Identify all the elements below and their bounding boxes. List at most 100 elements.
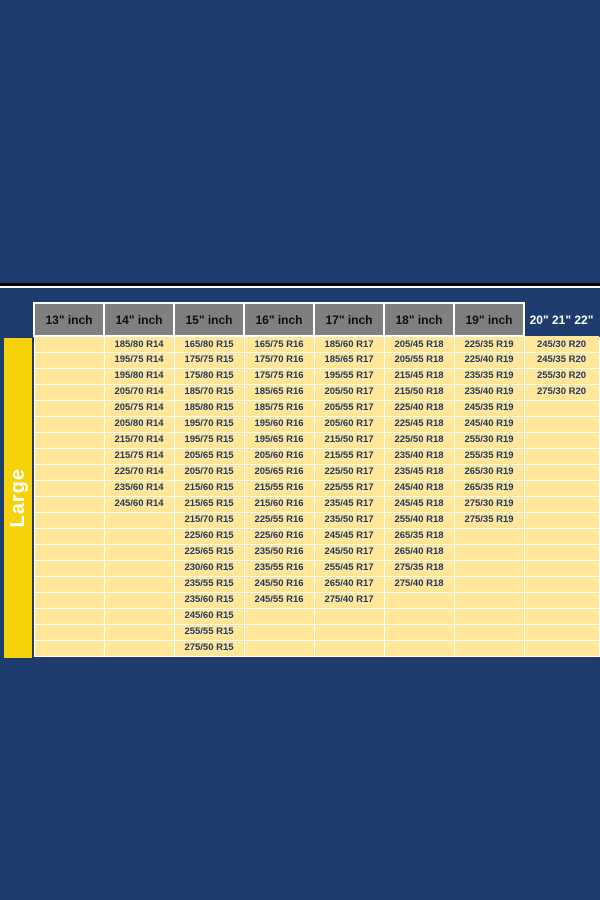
- tire-size-cell: [313, 623, 385, 641]
- tire-size-cell: 165/80 R15: [173, 335, 245, 353]
- tire-size-cell: [33, 351, 105, 369]
- table-row: 215/75 R14 205/65 R15 205/60 R16 215/55 R17…: [33, 447, 600, 465]
- tire-size-cell: 245/35 R20: [523, 351, 600, 369]
- tire-size-cell: 195/70 R15: [173, 415, 245, 433]
- tire-size-cell: 195/75 R15: [173, 431, 245, 449]
- tire-size-cell: 205/45 R18: [383, 335, 455, 353]
- tire-size-cell: 175/70 R16: [243, 351, 315, 369]
- column-header: 17" inch: [313, 302, 385, 337]
- tire-size-cell: [33, 495, 105, 513]
- tire-size-cell: 175/80 R15: [173, 367, 245, 385]
- tire-size-cell: 275/30 R20: [523, 383, 600, 401]
- tire-size-cell: 185/60 R17: [313, 335, 385, 353]
- tire-size-cell: 235/35 R19: [453, 367, 525, 385]
- tire-size-cell: 225/55 R17: [313, 479, 385, 497]
- tire-size-cell: [523, 431, 600, 449]
- tire-size-cell: 275/40 R18: [383, 575, 455, 593]
- tire-size-cell: 235/40 R19: [453, 383, 525, 401]
- tire-size-cell: 235/55 R15: [173, 575, 245, 593]
- tire-size-cell: 205/70 R15: [173, 463, 245, 481]
- tire-size-cell: 245/60 R15: [173, 607, 245, 625]
- tire-size-table: 13" inch 14" inch 15" inch 16" inch 17" inch…: [33, 302, 600, 657]
- tire-size-cell: 245/40 R19: [453, 415, 525, 433]
- tire-size-cell: 245/40 R18: [383, 479, 455, 497]
- tire-size-cell: 195/75 R14: [103, 351, 175, 369]
- tire-size-cell: 265/30 R19: [453, 463, 525, 481]
- tire-size-cell: [523, 415, 600, 433]
- tire-size-cell: 235/40 R18: [383, 447, 455, 465]
- tire-size-cell: 275/40 R17: [313, 591, 385, 609]
- tire-size-cell: 225/50 R17: [313, 463, 385, 481]
- tire-size-cell: [453, 543, 525, 561]
- tire-size-cell: [453, 559, 525, 577]
- table-header: 13" inch 14" inch 15" inch 16" inch 17" inch…: [33, 302, 599, 337]
- table-row: 185/80 R14 165/80 R15 165/75 R16 185/60 R17…: [33, 335, 600, 353]
- tire-size-cell: 275/35 R19: [453, 511, 525, 529]
- tire-size-cell: 215/60 R16: [243, 495, 315, 513]
- tire-size-cell: 275/30 R19: [453, 495, 525, 513]
- tire-size-cell: [523, 543, 600, 561]
- table-row: 225/60 R15 225/60 R16 245/45 R17 265/35 R18: [33, 527, 600, 545]
- tire-size-cell: 215/50 R18: [383, 383, 455, 401]
- size-group-large-bar: Large: [4, 338, 32, 658]
- tire-size-cell: [453, 575, 525, 593]
- table-row: 215/70 R14 195/75 R15 195/65 R16 215/50 R17…: [33, 431, 600, 449]
- tire-size-cell: 185/75 R16: [243, 399, 315, 417]
- column-header: 13" inch: [33, 302, 105, 337]
- tire-size-cell: [523, 511, 600, 529]
- tire-size-cell: 235/45 R18: [383, 463, 455, 481]
- tire-size-cell: [33, 575, 105, 593]
- tire-size-cell: 275/50 R15: [173, 639, 245, 657]
- tire-size-cell: 255/35 R19: [453, 447, 525, 465]
- table-row: 195/80 R14 175/80 R15 175/75 R16 195/55 R17…: [33, 367, 600, 385]
- tire-size-cell: 215/50 R17: [313, 431, 385, 449]
- tire-size-cell: 205/65 R16: [243, 463, 315, 481]
- column-header: 16" inch: [243, 302, 315, 337]
- tire-size-cell: 265/35 R18: [383, 527, 455, 545]
- tire-size-cell: 235/50 R17: [313, 511, 385, 529]
- tire-size-cell: [33, 415, 105, 433]
- tire-size-cell: [33, 383, 105, 401]
- tire-size-cell: 185/65 R16: [243, 383, 315, 401]
- tire-size-cell: 225/40 R19: [453, 351, 525, 369]
- tire-size-cell: [523, 479, 600, 497]
- tire-size-cell: [33, 591, 105, 609]
- tire-size-cell: 205/55 R18: [383, 351, 455, 369]
- tire-size-cell: [383, 607, 455, 625]
- tire-size-cell: [103, 527, 175, 545]
- tire-size-cell: [243, 623, 315, 641]
- tire-size-cell: [103, 639, 175, 657]
- tire-size-cell: [523, 575, 600, 593]
- tire-size-cell: 255/30 R19: [453, 431, 525, 449]
- tire-size-cell: 215/55 R17: [313, 447, 385, 465]
- tire-size-cell: [383, 623, 455, 641]
- tire-size-cell: [523, 591, 600, 609]
- tire-size-cell: [33, 367, 105, 385]
- tire-size-cell: 245/50 R16: [243, 575, 315, 593]
- tire-size-cell: 205/75 R14: [103, 399, 175, 417]
- tire-size-cell: 185/80 R15: [173, 399, 245, 417]
- tire-size-cell: 255/30 R20: [523, 367, 600, 385]
- tire-size-cell: [243, 607, 315, 625]
- tire-size-cell: [243, 639, 315, 657]
- tire-size-cell: 235/60 R14: [103, 479, 175, 497]
- tire-size-cell: [33, 463, 105, 481]
- tire-size-cell: [103, 575, 175, 593]
- tire-size-cell: 215/60 R15: [173, 479, 245, 497]
- column-header: 18" inch: [383, 302, 455, 337]
- tire-size-cell: [103, 623, 175, 641]
- tire-size-cell: 215/70 R15: [173, 511, 245, 529]
- tire-size-cell: [523, 527, 600, 545]
- column-header: 19" inch: [453, 302, 525, 337]
- tire-size-cell: 235/50 R16: [243, 543, 315, 561]
- tire-size-cell: 275/35 R18: [383, 559, 455, 577]
- tire-size-cell: 235/45 R17: [313, 495, 385, 513]
- top-divider-bar: [0, 283, 600, 288]
- tire-size-cell: 225/70 R14: [103, 463, 175, 481]
- table-row: 215/70 R15 225/55 R16 235/50 R17 255/40 R18…: [33, 511, 600, 529]
- tire-size-cell: [33, 639, 105, 657]
- tire-size-cell: 185/65 R17: [313, 351, 385, 369]
- tire-size-cell: [313, 607, 385, 625]
- tire-size-cell: 225/40 R18: [383, 399, 455, 417]
